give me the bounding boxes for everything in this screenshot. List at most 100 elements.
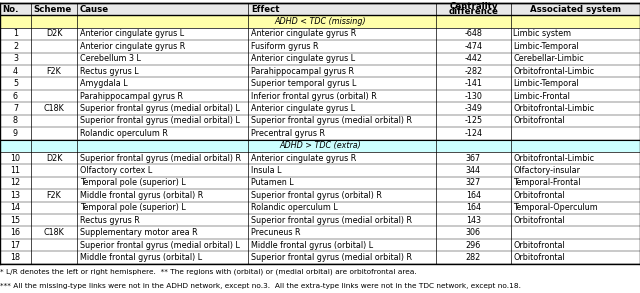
- Text: -130: -130: [465, 91, 483, 100]
- Text: -125: -125: [464, 116, 483, 125]
- Text: Parahippocampal gyrus R: Parahippocampal gyrus R: [251, 67, 354, 76]
- Bar: [0, 3, 640, 15]
- Text: Orbitofrontal: Orbitofrontal: [513, 191, 565, 200]
- Text: Rectus gyrus R: Rectus gyrus R: [80, 216, 140, 225]
- Text: Cerebellum 3 L: Cerebellum 3 L: [80, 54, 141, 63]
- Text: F2K: F2K: [47, 191, 61, 200]
- Text: 16: 16: [10, 228, 20, 237]
- Text: F2K: F2K: [47, 67, 61, 76]
- Text: Rolandic operculum R: Rolandic operculum R: [80, 129, 168, 138]
- Text: Centrality: Centrality: [449, 2, 498, 11]
- Text: 143: 143: [466, 216, 481, 225]
- Bar: [0, 139, 640, 152]
- Text: 1: 1: [13, 30, 18, 38]
- Text: -648: -648: [465, 30, 483, 38]
- Text: Temporal pole (superior) L: Temporal pole (superior) L: [80, 178, 186, 188]
- Text: Precuneus R: Precuneus R: [251, 228, 300, 237]
- Text: 327: 327: [466, 178, 481, 188]
- Text: Orbitofrontal-Limbic: Orbitofrontal-Limbic: [513, 67, 595, 76]
- Text: Temporal-Operculum: Temporal-Operculum: [513, 203, 598, 212]
- Text: Superior frontal gyrus (medial orbital) L: Superior frontal gyrus (medial orbital) …: [80, 116, 239, 125]
- Text: 13: 13: [10, 191, 20, 200]
- Text: Effect: Effect: [251, 5, 279, 14]
- Text: Superior temporal gyrus L: Superior temporal gyrus L: [251, 79, 356, 88]
- Text: Amygdala L: Amygdala L: [80, 79, 127, 88]
- Bar: [0, 15, 640, 28]
- Text: Orbitofrontal: Orbitofrontal: [513, 241, 565, 250]
- Text: Parahippocampal gyrus R: Parahippocampal gyrus R: [80, 91, 183, 100]
- Text: Inferior frontal gyrus (orbital) R: Inferior frontal gyrus (orbital) R: [251, 91, 376, 100]
- Text: 2: 2: [13, 42, 18, 51]
- Text: Temporal pole (superior) L: Temporal pole (superior) L: [80, 203, 186, 212]
- Text: Orbitofrontal: Orbitofrontal: [513, 216, 565, 225]
- Text: Limbic system: Limbic system: [513, 30, 572, 38]
- Text: 282: 282: [466, 253, 481, 262]
- Text: Cerebellar-Limbic: Cerebellar-Limbic: [513, 54, 584, 63]
- Text: 14: 14: [10, 203, 20, 212]
- Text: Olfactory-insular: Olfactory-insular: [513, 166, 580, 175]
- Text: 9: 9: [13, 129, 18, 138]
- Text: Limbic-Temporal: Limbic-Temporal: [513, 42, 579, 51]
- Text: Anterior cingulate gyrus L: Anterior cingulate gyrus L: [251, 54, 355, 63]
- Text: -282: -282: [464, 67, 483, 76]
- Text: 367: 367: [466, 154, 481, 163]
- Text: Anterior cingulate gyrus R: Anterior cingulate gyrus R: [251, 154, 356, 163]
- Text: Superior frontal gyrus (orbital) R: Superior frontal gyrus (orbital) R: [251, 191, 381, 200]
- Text: Olfactory cortex L: Olfactory cortex L: [80, 166, 152, 175]
- Text: *** All the missing-type links were not in the ADHD network, except no.3.  All t: *** All the missing-type links were not …: [0, 283, 521, 289]
- Text: ADHD > TDC (extra): ADHD > TDC (extra): [279, 141, 361, 150]
- Text: -474: -474: [465, 42, 483, 51]
- Text: 164: 164: [466, 203, 481, 212]
- Text: No.: No.: [3, 5, 19, 14]
- Text: Middle frontal gyrus (orbital) L: Middle frontal gyrus (orbital) L: [251, 241, 373, 250]
- Text: Superior frontal gyrus (medial orbital) R: Superior frontal gyrus (medial orbital) …: [251, 116, 412, 125]
- Text: 15: 15: [10, 216, 20, 225]
- Text: Superior frontal gyrus (medial orbital) L: Superior frontal gyrus (medial orbital) …: [80, 104, 239, 113]
- Text: Superior frontal gyrus (medial orbital) L: Superior frontal gyrus (medial orbital) …: [80, 241, 239, 250]
- Text: Associated system: Associated system: [530, 5, 621, 14]
- Text: Temporal-Frontal: Temporal-Frontal: [513, 178, 581, 188]
- Text: D2K: D2K: [46, 30, 62, 38]
- Text: -124: -124: [465, 129, 483, 138]
- Text: 4: 4: [13, 67, 18, 76]
- Text: 6: 6: [13, 91, 18, 100]
- Text: Limbic-Frontal: Limbic-Frontal: [513, 91, 570, 100]
- Text: Orbitofrontal-Limbic: Orbitofrontal-Limbic: [513, 154, 595, 163]
- Text: -141: -141: [465, 79, 483, 88]
- Text: 12: 12: [10, 178, 20, 188]
- Text: Anterior cingulate gyrus R: Anterior cingulate gyrus R: [251, 30, 356, 38]
- Text: Supplementary motor area R: Supplementary motor area R: [80, 228, 197, 237]
- Text: 18: 18: [10, 253, 20, 262]
- Text: 17: 17: [10, 241, 20, 250]
- Text: Superior frontal gyrus (medial orbital) R: Superior frontal gyrus (medial orbital) …: [251, 253, 412, 262]
- Text: Fusiform gyrus R: Fusiform gyrus R: [251, 42, 318, 51]
- Text: 344: 344: [466, 166, 481, 175]
- Text: Middle frontal gyrus (orbital) R: Middle frontal gyrus (orbital) R: [80, 191, 203, 200]
- Text: 7: 7: [13, 104, 18, 113]
- Text: Superior frontal gyrus (medial orbital) R: Superior frontal gyrus (medial orbital) …: [251, 216, 412, 225]
- Text: ADHD < TDC (missing): ADHD < TDC (missing): [274, 17, 366, 26]
- Text: Limbic-Temporal: Limbic-Temporal: [513, 79, 579, 88]
- Text: Precentral gyrus R: Precentral gyrus R: [251, 129, 325, 138]
- Text: Rectus gyrus L: Rectus gyrus L: [80, 67, 138, 76]
- Text: Putamen L: Putamen L: [251, 178, 294, 188]
- Text: Insula L: Insula L: [251, 166, 282, 175]
- Text: 8: 8: [13, 116, 18, 125]
- Text: Middle frontal gyrus (orbital) L: Middle frontal gyrus (orbital) L: [80, 253, 202, 262]
- Text: Cause: Cause: [80, 5, 109, 14]
- Text: Rolandic operculum L: Rolandic operculum L: [251, 203, 337, 212]
- Text: 5: 5: [13, 79, 18, 88]
- Text: 306: 306: [466, 228, 481, 237]
- Text: 11: 11: [10, 166, 20, 175]
- Text: Anterior cingulate gyrus R: Anterior cingulate gyrus R: [80, 42, 185, 51]
- Text: Orbitofrontal: Orbitofrontal: [513, 116, 565, 125]
- Text: -442: -442: [465, 54, 483, 63]
- Text: 3: 3: [13, 54, 18, 63]
- Text: Scheme: Scheme: [33, 5, 72, 14]
- Text: C18K: C18K: [44, 104, 65, 113]
- Text: D2K: D2K: [46, 154, 62, 163]
- Text: Anterior cingulate gyrus L: Anterior cingulate gyrus L: [251, 104, 355, 113]
- Text: Orbitofrontal-Limbic: Orbitofrontal-Limbic: [513, 104, 595, 113]
- Text: 164: 164: [466, 191, 481, 200]
- Text: Superior frontal gyrus (medial orbital) R: Superior frontal gyrus (medial orbital) …: [80, 154, 241, 163]
